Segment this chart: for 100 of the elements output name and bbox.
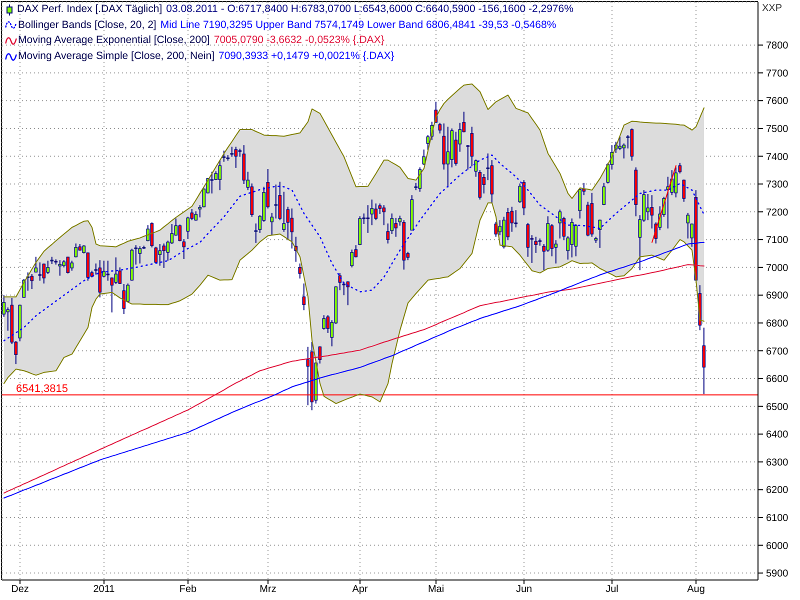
candlestick bbox=[398, 215, 402, 226]
y-tick-label: 7000 bbox=[766, 262, 789, 274]
y-tick-label: 6000 bbox=[766, 540, 789, 552]
x-tick-label: Jun bbox=[516, 584, 532, 596]
candlestick bbox=[290, 208, 294, 249]
candlestick bbox=[34, 256, 38, 273]
x-tick-label: 2011 bbox=[93, 584, 116, 596]
x-tick-label: Dez bbox=[11, 584, 29, 596]
candlestick bbox=[470, 126, 474, 167]
candlestick bbox=[526, 222, 530, 258]
candlestick bbox=[578, 188, 582, 219]
line-series bbox=[3, 154, 705, 342]
candlestick bbox=[134, 244, 138, 266]
candlestick bbox=[350, 249, 354, 268]
y-tick-label: 6400 bbox=[766, 430, 789, 441]
candlestick bbox=[186, 216, 190, 240]
annotation: 03.08.2011 - O:6717,8400 H:6783,0700 L:6543,6000 C:6640,5900 -156,1600 -2,2976% bbox=[166, 2, 574, 17]
candlestick bbox=[382, 204, 386, 226]
y-tick-label: 6800 bbox=[766, 318, 789, 330]
candlestick bbox=[374, 202, 378, 221]
y-tick-label: 7300 bbox=[766, 180, 789, 191]
y-tick-label: 6900 bbox=[766, 290, 789, 302]
candlestick bbox=[438, 122, 442, 134]
annotation: 7005,0790 -3,6632 -0,0523% {.DAX} bbox=[214, 33, 384, 48]
y-tick-label: 6700 bbox=[766, 346, 789, 358]
x-tick-label: Mrz bbox=[260, 584, 276, 596]
x-tick-label: Aug bbox=[687, 584, 705, 596]
candlestick bbox=[298, 262, 302, 279]
candlestick bbox=[110, 276, 114, 313]
candlestick bbox=[178, 224, 182, 242]
candlestick bbox=[46, 260, 50, 275]
candlestick bbox=[602, 182, 606, 206]
candlestick bbox=[674, 166, 678, 198]
candlestick bbox=[218, 160, 222, 191]
candlestick bbox=[42, 262, 46, 284]
candlestick bbox=[618, 136, 622, 151]
candlestick bbox=[682, 179, 686, 202]
y-tick-label: 6600 bbox=[766, 374, 789, 386]
annotation: Mid Line 7190,3295 Upper Band 7574,1749 Lower Band 6806,4841 -39,53 -0,5468% bbox=[160, 18, 556, 33]
candlestick bbox=[230, 146, 234, 158]
candlestick bbox=[302, 282, 306, 311]
legend-label: Moving Average Exponential [Close, 200] bbox=[18, 33, 210, 48]
candlestick bbox=[138, 246, 142, 264]
y-tick-label: 7700 bbox=[766, 68, 789, 80]
y-tick-label: 7800 bbox=[766, 40, 789, 52]
line-series bbox=[4, 202, 704, 404]
candlestick bbox=[558, 209, 562, 239]
x-tick-label: Mai bbox=[428, 584, 444, 596]
candlestick bbox=[106, 260, 110, 282]
candlestick bbox=[254, 222, 258, 244]
y-tick-label: 7600 bbox=[766, 96, 789, 108]
y-tick-label: 6100 bbox=[766, 513, 789, 524]
candlestick bbox=[394, 217, 398, 238]
x-tick-label: Feb bbox=[179, 584, 198, 596]
text: XXP bbox=[762, 2, 782, 15]
candlestick bbox=[514, 210, 518, 228]
candlestick bbox=[210, 171, 214, 194]
legend-label: DAX Perf. Index [.DAX Täglich] bbox=[17, 2, 162, 17]
candlestick bbox=[286, 206, 290, 241]
ref-line-label: 6541,3815 bbox=[16, 382, 68, 395]
candlestick bbox=[234, 146, 238, 168]
candlestick bbox=[198, 204, 202, 218]
candlestick bbox=[270, 212, 274, 236]
y-tick-label: 7500 bbox=[766, 124, 789, 135]
candlestick bbox=[158, 244, 162, 266]
candlestick bbox=[686, 212, 690, 239]
candlestick bbox=[38, 262, 42, 282]
y-tick-label: 6200 bbox=[766, 485, 789, 496]
y-tick-label: 6300 bbox=[766, 457, 789, 468]
legend-label: Moving Average Simple [Close, 200, Nein] bbox=[18, 48, 214, 64]
candlestick bbox=[570, 218, 574, 258]
candlestick bbox=[66, 256, 70, 274]
candlestick bbox=[70, 260, 74, 272]
candlestick bbox=[342, 281, 346, 296]
candlestick bbox=[162, 242, 166, 268]
candlestick bbox=[114, 256, 118, 285]
candlestick bbox=[370, 199, 374, 226]
candlestick bbox=[598, 219, 602, 248]
y-tick-label: 7200 bbox=[766, 207, 789, 218]
candlestick bbox=[278, 181, 282, 221]
candlestick bbox=[2, 294, 6, 318]
candlestick bbox=[222, 150, 226, 162]
candlestick bbox=[426, 134, 430, 151]
candlestick bbox=[482, 174, 486, 194]
candlestick bbox=[118, 266, 122, 285]
legend-label: Bollinger Bands [Close, 20, 2] bbox=[18, 18, 156, 33]
candlestick bbox=[74, 242, 78, 258]
candlestick bbox=[30, 274, 34, 290]
candlestick bbox=[378, 202, 382, 215]
candlestick bbox=[390, 212, 394, 235]
candlestick bbox=[550, 224, 554, 257]
candlestick bbox=[282, 191, 286, 232]
x-tick-label: Apr bbox=[352, 584, 368, 596]
candlestick bbox=[386, 222, 390, 244]
candlestick bbox=[366, 204, 370, 234]
candlestick bbox=[58, 260, 62, 276]
candlestick bbox=[274, 184, 278, 219]
candlestick bbox=[322, 314, 326, 330]
y-tick-label: 7100 bbox=[766, 235, 789, 246]
line-series bbox=[4, 83, 704, 298]
